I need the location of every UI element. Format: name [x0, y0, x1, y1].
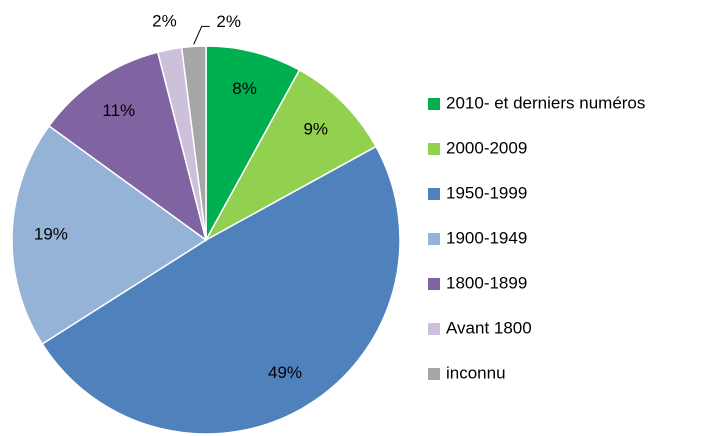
- pie-slice: [204, 68, 378, 242]
- pie-slice: [41, 145, 401, 435]
- pie-slice: [11, 124, 208, 345]
- legend-label: inconnu: [446, 363, 506, 382]
- pie-slice: [48, 51, 208, 242]
- legend-swatch: [428, 368, 440, 380]
- leader-line: [193, 25, 210, 45]
- legend-label: 1900-1949: [446, 228, 527, 247]
- legend-label: 1950-1999: [446, 183, 527, 202]
- legend-swatch: [428, 323, 440, 335]
- pie-slice: [180, 45, 207, 241]
- legend-label: 1800-1899: [446, 273, 527, 292]
- data-label: 19%: [34, 225, 68, 244]
- data-label: 2%: [216, 12, 241, 31]
- legend-swatch: [428, 98, 440, 110]
- legend-swatch: [428, 278, 440, 290]
- data-label: 8%: [232, 79, 257, 98]
- data-label: 2%: [152, 11, 177, 30]
- legend-label: 2000-2009: [446, 138, 527, 157]
- data-label: 9%: [303, 120, 328, 139]
- data-label: 11%: [102, 101, 135, 120]
- pie-slice: [205, 45, 301, 241]
- legend-swatch: [428, 188, 440, 200]
- legend-label: 2010- et derniers numéros: [446, 93, 645, 112]
- legend-swatch: [428, 143, 440, 155]
- legend-swatch: [428, 233, 440, 245]
- data-label: 49%: [268, 363, 302, 382]
- legend-label: Avant 1800: [446, 318, 532, 337]
